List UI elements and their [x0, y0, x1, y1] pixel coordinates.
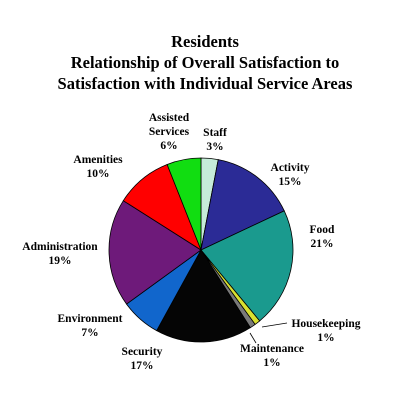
- slice-label-line: Environment: [58, 313, 123, 325]
- pie-slice-security: [156, 249, 251, 343]
- chart-title-line: Satisfaction with Individual Service Are…: [58, 74, 353, 93]
- chart-title: Residents Relationship of Overall Satisfa…: [58, 32, 353, 93]
- slice-label-line: 19%: [49, 255, 72, 267]
- slice-label-line: 21%: [311, 238, 334, 250]
- slice-label-amenities: Amenities 10%: [73, 154, 123, 180]
- chart-title-line: Residents: [171, 32, 239, 51]
- slice-label-staff: Staff 3%: [203, 127, 227, 153]
- slice-label-line: 6%: [160, 140, 177, 152]
- slice-label-activity: Activity 15%: [271, 162, 310, 188]
- slice-label-line: 7%: [81, 327, 98, 339]
- slice-label-line: 10%: [87, 168, 110, 180]
- slice-label-assisted-services: Assisted Services 6%: [149, 112, 190, 152]
- slice-label-line: 1%: [263, 357, 280, 369]
- slice-label-administration: Administration 19%: [22, 241, 98, 267]
- slice-label-line: Staff: [203, 127, 227, 139]
- pie-slice-assisted-services: [166, 157, 202, 251]
- pie-slice-activity: [200, 159, 285, 251]
- pie-slice-administration: [108, 200, 202, 305]
- leader-line-maintenance: [249, 332, 257, 344]
- slice-label-line: 17%: [131, 360, 154, 372]
- pie-slices: [108, 157, 294, 343]
- slice-label-housekeeping: Housekeeping 1%: [291, 318, 360, 344]
- slice-label-line: Assisted: [149, 112, 190, 124]
- slice-label-maintenance: Maintenance 1%: [240, 343, 304, 369]
- leader-line-housekeeping: [261, 322, 288, 328]
- slice-label-line: Housekeeping: [291, 318, 360, 330]
- slice-label-line: Administration: [22, 241, 98, 253]
- pie-slice-food: [200, 210, 294, 322]
- slice-label-line: Food: [310, 224, 336, 236]
- slice-label-environment: Environment 7%: [58, 313, 123, 339]
- slice-label-line: Amenities: [73, 154, 123, 166]
- slice-label-line: 1%: [317, 332, 334, 344]
- slice-label-line: Activity: [271, 162, 310, 174]
- chart-title-line: Relationship of Overall Satisfaction to: [71, 53, 340, 72]
- slice-label-line: 3%: [206, 141, 223, 153]
- slice-label-line: 15%: [279, 176, 302, 188]
- slice-label-line: Services: [149, 126, 190, 138]
- slice-label-line: Security: [122, 346, 163, 358]
- slice-label-food: Food 21%: [310, 224, 336, 250]
- label-leader-lines: [249, 322, 288, 344]
- slice-labels: Staff 3%Activity 15%Food 21%Housekeeping 1%M…: [22, 112, 360, 372]
- slice-label-line: Maintenance: [240, 343, 304, 355]
- slice-label-security: Security 17%: [122, 346, 163, 372]
